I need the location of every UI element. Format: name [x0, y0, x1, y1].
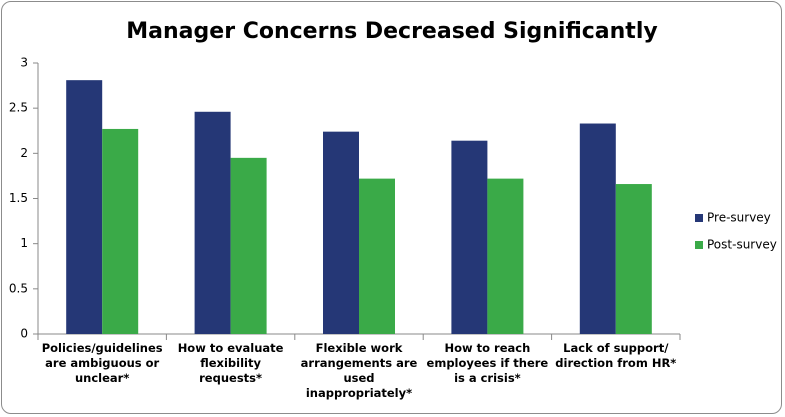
x-tick-label: Policies/guidelines are ambiguous or unc… [41, 341, 163, 385]
bar [487, 178, 524, 334]
chart-title: Manager Concerns Decreased Significantly [126, 19, 657, 44]
y-tick-label: 0 [20, 327, 28, 341]
x-tick-label: Lack of support/ direction from HR* [555, 341, 677, 370]
bar [102, 128, 139, 334]
x-tick-label: How to reach employees if there is a cri… [426, 341, 549, 385]
y-tick-label: 3 [20, 56, 28, 70]
bar [194, 111, 231, 334]
bar [66, 80, 103, 334]
bar [359, 178, 395, 334]
bar [579, 123, 616, 334]
y-tick-label: 2 [20, 146, 28, 160]
y-tick-label: 0.5 [9, 281, 28, 295]
bar [323, 131, 359, 334]
legend-swatch [695, 214, 703, 222]
legend-label: Post-survey [707, 238, 777, 252]
y-tick-label: 1 [20, 236, 28, 250]
bar [615, 184, 652, 334]
bar [230, 157, 267, 334]
x-tick-label: How to evaluate flexibility requests* [177, 341, 284, 385]
x-tick-label: Flexible work arrangements are used inap… [300, 341, 418, 400]
y-tick-label: 1.5 [9, 191, 28, 205]
bar [451, 140, 488, 334]
legend-swatch [695, 241, 703, 249]
y-tick-label: 2.5 [9, 101, 28, 115]
legend-label: Pre-survey [707, 211, 771, 225]
